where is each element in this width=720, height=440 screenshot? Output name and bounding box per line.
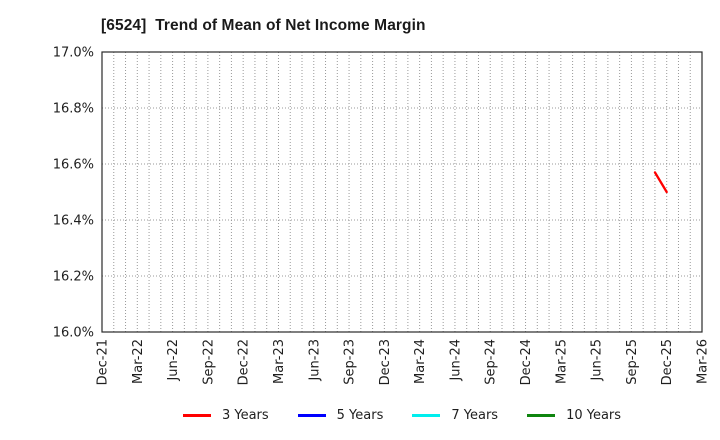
legend-line-icon: [527, 413, 556, 417]
legend-item-10-years: 10 Years: [527, 409, 621, 422]
x-tick-label: Mar-26: [696, 339, 711, 384]
x-tick-label: Jun-23: [307, 339, 322, 382]
legend-line-icon: [297, 413, 326, 417]
x-tick-label: Jun-24: [448, 339, 463, 382]
y-tick-label: 17.0%: [53, 46, 94, 61]
legend-item-3-years: 3 Years: [182, 407, 269, 423]
legend-line-icon: [182, 413, 211, 417]
x-tick-label: Dec-23: [378, 339, 393, 385]
legend: 3 Years 5 Years 7 Years 10 Years: [102, 404, 702, 426]
series-line-3-years: [653, 171, 668, 194]
x-tick-label: Sep-22: [201, 339, 216, 385]
plot-frame: [101, 51, 703, 333]
x-tick-label: Mar-24: [413, 339, 428, 384]
x-tick-label: Dec-25: [660, 339, 675, 385]
legend-item-7-years: 7 Years: [412, 409, 498, 422]
x-tick-label: Mar-22: [131, 339, 146, 384]
y-tick-label: 16.6%: [53, 158, 94, 173]
x-tick-label: Dec-22: [237, 339, 252, 385]
x-tick-label: Sep-24: [484, 339, 499, 385]
x-tick-label: Jun-25: [590, 339, 605, 382]
x-tick-label: Dec-24: [519, 339, 534, 385]
legend-label: 5 Years: [336, 407, 384, 423]
legend-label: 7 Years: [451, 407, 499, 423]
chart-title: [6524] Trend of Mean of Net Income Margi…: [101, 17, 426, 34]
x-tick-label: Mar-25: [554, 339, 569, 384]
y-tick-label: 16.2%: [53, 270, 94, 285]
y-tick-label: 16.0%: [53, 326, 94, 341]
x-tick-label: Mar-23: [272, 339, 287, 384]
legend-item-5-years: 5 Years: [297, 407, 384, 423]
y-tick-label: 16.4%: [53, 214, 94, 229]
legend-label: 10 Years: [566, 407, 622, 423]
legend-line-icon: [412, 413, 441, 417]
x-tick-label: Jun-22: [166, 339, 181, 382]
x-tick-label: Sep-25: [625, 339, 640, 385]
legend-label: 3 Years: [221, 407, 269, 423]
x-tick-label: Dec-21: [96, 339, 111, 385]
y-tick-label: 16.8%: [53, 102, 94, 117]
x-tick-label: Sep-23: [343, 339, 358, 385]
